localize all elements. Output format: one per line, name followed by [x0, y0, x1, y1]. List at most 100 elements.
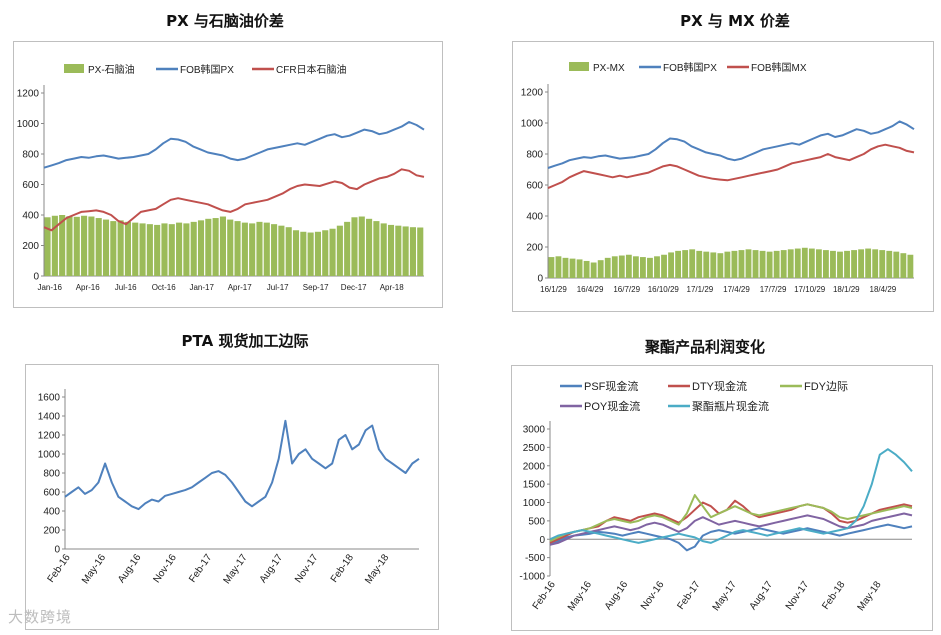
bar — [858, 249, 865, 278]
series-line — [547, 120, 915, 169]
bar — [139, 223, 146, 276]
y-tick-label: 800 — [22, 150, 39, 161]
legend-label: DTY现金流 — [692, 379, 747, 393]
bar — [745, 249, 752, 278]
x-tick-label: Jan-17 — [189, 283, 214, 292]
bar — [830, 250, 836, 278]
x-tick-label: Apr-18 — [380, 283, 405, 292]
bar — [373, 221, 380, 276]
y-tick-label: -1000 — [519, 572, 545, 583]
legend-label: PSF现金流 — [584, 379, 638, 393]
bar — [682, 250, 689, 278]
bar — [88, 216, 95, 276]
y-tick-label: 1400 — [38, 412, 61, 423]
x-tick-label: 17/1/29 — [687, 285, 714, 294]
legend-label: PX-石脑油 — [88, 63, 135, 76]
bar — [738, 250, 745, 278]
bar — [731, 250, 738, 278]
legend-label: CFR日本石脑油 — [276, 63, 347, 76]
legend-label: PX-MX — [593, 63, 625, 74]
bar — [336, 225, 343, 276]
y-tick-label: 1000 — [521, 119, 544, 130]
series-line — [549, 448, 913, 544]
x-tick-label: 16/10/29 — [648, 285, 680, 294]
x-tick-label: Feb-18 — [329, 552, 356, 585]
x-tick-label: Oct-16 — [152, 283, 177, 292]
bar — [300, 231, 307, 276]
bar — [647, 257, 653, 278]
bar — [322, 230, 329, 276]
x-tick-label: Feb-18 — [820, 579, 847, 612]
bar — [117, 220, 124, 276]
bar — [576, 259, 583, 278]
bar — [844, 250, 850, 278]
x-tick-label: Jul-17 — [267, 283, 289, 292]
bar — [241, 222, 248, 276]
bar — [590, 262, 597, 278]
bar — [402, 226, 409, 276]
bar — [314, 231, 321, 276]
bar — [640, 257, 646, 278]
bar — [815, 249, 822, 278]
bar — [900, 253, 907, 278]
series-line — [549, 494, 913, 543]
x-tick-label: Apr-16 — [76, 283, 101, 292]
bar — [569, 258, 576, 278]
y-tick-label: 1000 — [38, 450, 61, 461]
x-tick-label: 17/10/29 — [794, 285, 826, 294]
bar — [395, 225, 402, 276]
y-tick-label: 400 — [526, 212, 543, 223]
bar — [766, 251, 773, 278]
bar — [183, 223, 190, 276]
bar-series — [44, 215, 424, 276]
y-tick-label: -500 — [525, 553, 545, 564]
x-tick-label: Sep-17 — [303, 283, 329, 292]
x-tick-label: Nov-17 — [784, 579, 812, 612]
bar — [625, 254, 632, 278]
bar — [197, 220, 205, 276]
bar — [872, 249, 879, 278]
bar — [611, 256, 618, 278]
x-tick-label: Nov-16 — [151, 552, 179, 585]
y-tick-label: 2500 — [523, 443, 546, 454]
x-tick-label: 18/4/29 — [870, 285, 897, 294]
bar — [632, 256, 639, 278]
x-tick-label: Aug-17 — [258, 552, 286, 585]
y-tick-label: 600 — [22, 180, 39, 191]
bar — [190, 221, 197, 276]
y-tick-label: 0 — [537, 274, 543, 285]
bar — [724, 251, 731, 278]
bar — [618, 255, 625, 278]
bar — [759, 250, 766, 278]
bar — [59, 215, 66, 276]
watermark: 大数跨境 — [8, 608, 73, 626]
y-tick-label: 1000 — [17, 119, 40, 130]
bar — [146, 224, 153, 276]
bar — [907, 254, 914, 278]
x-tick-label: May-17 — [222, 552, 250, 586]
bar — [794, 248, 801, 278]
bar — [292, 230, 300, 276]
legend-swatch — [64, 64, 84, 73]
bar — [168, 224, 175, 276]
y-tick-label: 2000 — [523, 461, 546, 472]
bar — [555, 256, 562, 278]
x-tick-label: Jul-16 — [115, 283, 137, 292]
bar — [417, 227, 424, 276]
legend-label: POY现金流 — [584, 399, 640, 413]
chart-title-pta: PTA 现货加工边际 — [181, 332, 309, 350]
bar — [51, 215, 58, 276]
x-tick-label: 16/4/29 — [577, 285, 604, 294]
bar — [752, 250, 759, 278]
x-tick-label: Aug-17 — [748, 579, 776, 612]
bar — [879, 250, 886, 278]
y-tick-label: 0 — [539, 535, 545, 546]
x-tick-label: May-18 — [856, 579, 884, 613]
y-tick-label: 0 — [54, 545, 60, 556]
bar — [409, 227, 416, 276]
y-tick-label: 400 — [22, 211, 39, 222]
series-line — [43, 168, 425, 232]
bar — [893, 251, 900, 278]
y-tick-label: 600 — [526, 181, 543, 192]
series-line — [547, 143, 915, 190]
